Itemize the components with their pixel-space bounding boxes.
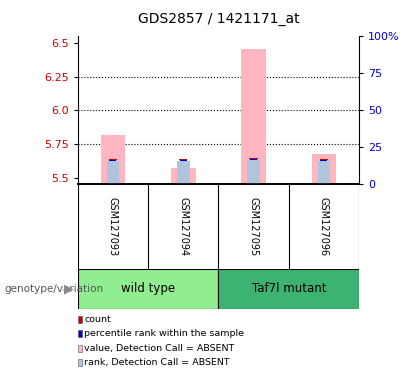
Text: genotype/variation: genotype/variation [4,284,103,294]
Bar [109,160,116,161]
Bar [250,159,257,160]
Text: ▶: ▶ [64,283,74,295]
Bar [179,159,187,161]
Text: GSM127096: GSM127096 [319,197,329,256]
Bar [320,159,328,161]
Text: count: count [84,315,111,324]
Bar [218,269,359,309]
Bar [320,160,328,161]
Bar [247,159,260,184]
Bar [109,159,117,161]
Text: GSM127093: GSM127093 [108,197,118,256]
Bar [180,160,187,161]
Bar [312,154,336,184]
Text: rank, Detection Call = ABSENT: rank, Detection Call = ABSENT [84,358,230,367]
Bar [171,167,196,184]
Text: GSM127095: GSM127095 [249,197,259,256]
Text: value, Detection Call = ABSENT: value, Detection Call = ABSENT [84,344,235,353]
Bar [318,161,330,184]
Bar [100,134,125,184]
Text: Taf7l mutant: Taf7l mutant [252,283,326,295]
Text: percentile rank within the sample: percentile rank within the sample [84,329,244,338]
Bar [241,49,266,184]
Bar [107,161,119,184]
Bar [249,158,258,159]
Text: wild type: wild type [121,283,175,295]
Text: GSM127094: GSM127094 [178,197,188,256]
Bar [177,161,189,184]
Bar [78,269,218,309]
Text: GDS2857 / 1421171_at: GDS2857 / 1421171_at [138,12,299,26]
